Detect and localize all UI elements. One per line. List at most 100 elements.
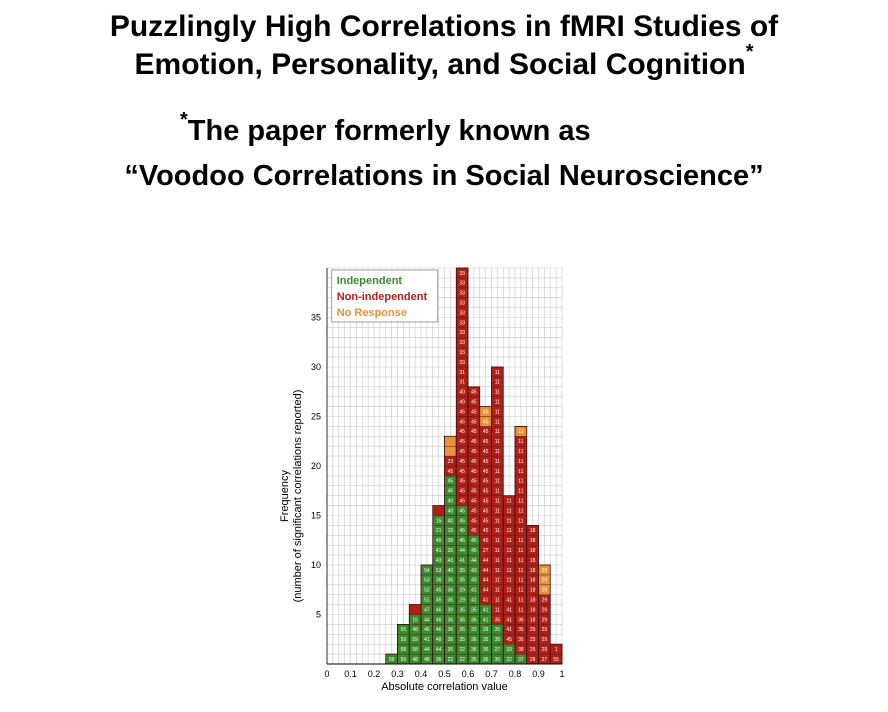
bar-cell-label: 35 xyxy=(518,637,524,643)
subtitle-footnote-mark: * xyxy=(180,109,188,131)
slide-title-line-2-text: Emotion, Personality, and Social Cogniti… xyxy=(134,48,746,81)
bar-cell-label: 51 xyxy=(424,597,430,603)
bar-cell-label: 45 xyxy=(471,449,477,455)
bar-cell-label: 40 xyxy=(448,508,454,514)
bar-cell-label: 25 xyxy=(530,647,536,653)
bar-cell-label: 45 xyxy=(471,419,477,425)
bar-cell-label: 29 xyxy=(542,568,548,574)
bar-cell-label: 22 xyxy=(459,657,465,663)
bar-cell-label: 11 xyxy=(495,518,500,524)
bar-cell-label: 33 xyxy=(506,647,512,653)
bar-cell-label: 41 xyxy=(483,597,489,603)
bar-cell-label: 27 xyxy=(483,548,489,554)
bar-cell-label: 11 xyxy=(518,439,523,445)
bar-cell-label: 35 xyxy=(448,647,454,653)
bar-cell-label: 11 xyxy=(518,459,523,465)
bar-cell-label: 11 xyxy=(495,489,500,495)
bar-cell-label: 35 xyxy=(459,578,465,584)
bar-cell-label: 45 xyxy=(459,538,465,544)
bar-cell-label: 41 xyxy=(459,558,465,564)
bar-cell-label: 29 xyxy=(542,637,548,643)
bar-cell-label: 11 xyxy=(507,518,512,524)
bar-cell-label: 45 xyxy=(436,597,442,603)
bar-cell-label: 36 xyxy=(483,657,489,663)
bar-cell-label: 29 xyxy=(542,647,548,653)
bar-cell-label: 38 xyxy=(448,538,454,544)
bar-cell-label: 45 xyxy=(483,429,489,435)
bar-cell-label: 21 xyxy=(436,528,442,534)
bar-cell-label: 45 xyxy=(459,518,465,524)
bar-cell-label: 45 xyxy=(459,419,465,425)
bar-cell-label: 44 xyxy=(459,548,465,554)
bar-cell-label: 11 xyxy=(495,469,500,475)
bar-cell-label: 45 xyxy=(448,479,454,485)
bar-cell-label: 41 xyxy=(483,617,489,623)
bar-cell-label: 35 xyxy=(518,627,524,633)
bar-cell-label: 15 xyxy=(436,518,442,524)
bar-cell-label: 44 xyxy=(424,617,430,623)
bar-cell-label: 45 xyxy=(471,479,477,485)
bar-cell-label: 23 xyxy=(448,459,454,465)
bar-cell-label: 54 xyxy=(424,568,430,574)
bar-cell-label: 11 xyxy=(495,370,500,376)
bar-cell-label: 45 xyxy=(483,459,489,465)
bar-cell-label: 26 xyxy=(459,627,465,633)
bar-cell-label: 11 xyxy=(518,558,523,564)
bar-cell-label: 11 xyxy=(495,528,500,534)
bar-cell-label: 11 xyxy=(495,399,500,405)
bar-cell-label: 33 xyxy=(459,291,465,297)
bar-cell-label: 45 xyxy=(483,528,489,534)
bar-cell-label: 45 xyxy=(471,508,477,514)
bar-cell-label: 45 xyxy=(483,489,489,495)
bar-cell-label: 33 xyxy=(459,360,465,366)
bar-cell-label: 31 xyxy=(459,380,465,386)
bar-cell-label: 41 xyxy=(471,597,477,603)
bar-cell-label: 11 xyxy=(495,459,500,465)
y-axis-label: Frequency xyxy=(279,470,291,522)
bar-cell-label: 36 xyxy=(495,657,501,663)
bar-cell-label: 45 xyxy=(483,469,489,475)
bar-cell-label: 41 xyxy=(506,607,512,613)
bar-cell-label: 36 xyxy=(471,647,477,653)
bar-cell-label: 35 xyxy=(495,627,501,633)
bar-cell-label: 45 xyxy=(471,399,477,405)
bar-cell-label: 11 xyxy=(495,419,500,425)
bar-cell-label: 40 xyxy=(459,390,465,396)
bar-cell-label: 29 xyxy=(542,617,548,623)
x-tick-label: 0.5 xyxy=(438,669,451,679)
bar-cell-label: 11 xyxy=(507,498,512,504)
bar-cell-label: 45 xyxy=(471,538,477,544)
x-tick-label: 0.6 xyxy=(462,669,475,679)
bar-cell-label: 45 xyxy=(483,538,489,544)
bar-cell-label: 18 xyxy=(530,558,536,564)
bar-cell-label: 40 xyxy=(448,568,454,574)
bar-cell-label: 36 xyxy=(471,637,477,643)
bar-cell-label: 45 xyxy=(471,528,477,534)
chart-bars: 59 59 58 59 55 48 58 59 48 15 48 44 41 46 44 47 51 52 53 54… xyxy=(385,267,563,665)
bar-cell-label: 11 xyxy=(518,607,523,613)
bar-cell-label: 18 xyxy=(530,588,536,594)
bar-cell-label: 45 xyxy=(483,518,489,524)
bar-cell-label: 36 xyxy=(459,617,465,623)
bar-cell-label: 45 xyxy=(471,489,477,495)
bar-cell-label: 43 xyxy=(448,558,454,564)
bar-cell-label: 44 xyxy=(436,647,442,653)
bar-cell-label: 45 xyxy=(436,538,442,544)
bar-cell-label: 43 xyxy=(471,578,477,584)
bar-cell-label: 25 xyxy=(530,627,536,633)
subtitle-line-2: “Voodoo Correlations in Social Neuroscie… xyxy=(124,160,764,192)
bar-cell-label: 45 xyxy=(459,459,465,465)
x-tick-label: 1 xyxy=(559,669,564,679)
bar-cell-label: 11 xyxy=(518,588,523,594)
bar-cell-label: 11 xyxy=(507,538,512,544)
slide-title-line-1: Puzzlingly High Correlations in fMRI Stu… xyxy=(109,10,779,43)
bar-cell-label: 11 xyxy=(495,498,500,504)
bar-cell-label: 11 xyxy=(507,578,512,584)
bar-cell-label: 36 xyxy=(448,548,454,554)
subtitle-line-1: *The paper formerly known as xyxy=(180,109,591,148)
bar-cell-label: 11 xyxy=(518,578,523,584)
bar-cell-label: 11 xyxy=(495,538,500,544)
bar-cell-label: 49 xyxy=(459,399,465,405)
bar-cell-label: 28 xyxy=(530,657,536,663)
bar-cell-label: 45 xyxy=(448,489,454,495)
